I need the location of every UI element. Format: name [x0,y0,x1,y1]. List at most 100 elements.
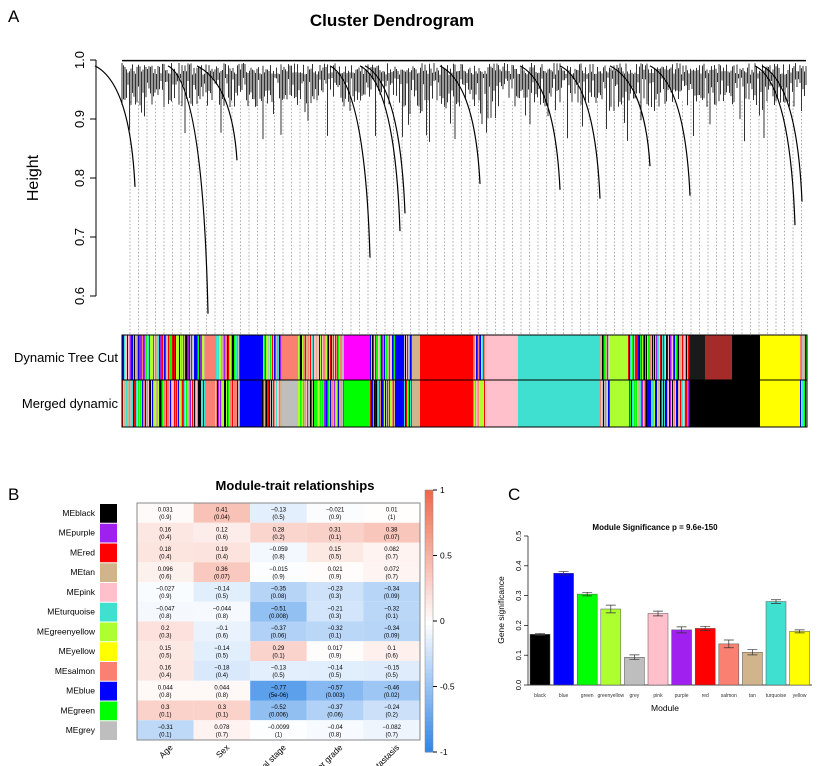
color-band-segment [302,380,304,427]
color-band-segment [485,380,518,427]
heatmap-cell [306,582,364,602]
dendrogram-branch [761,65,803,202]
heatmap-cell-pvalue: (0.4) [159,535,171,541]
y-tick-label: 0.6 [72,287,87,305]
color-band-segment [275,380,277,427]
heatmap-cell-value: −0.021 [326,508,345,514]
color-band-segment [387,335,389,380]
color-band-segment [336,380,338,427]
heatmap-cell-pvalue: (0.5) [272,515,284,521]
color-band-segment [220,380,222,427]
color-band-segment [760,380,800,427]
color-band-segment [128,335,130,380]
heatmap-cell-pvalue: (0.09) [384,634,400,640]
bar-chart: 0.0 0.1 0.2 0.3 0.4 0.5 black blue green greenyel… [514,531,812,699]
color-band-segment [411,380,413,427]
color-band-segment [301,380,303,427]
color-band-segment [377,335,379,380]
color-band-segment [218,335,220,380]
color-band-segment [205,380,215,427]
color-band-segment [658,380,660,427]
heatmap-cell-pvalue: (0.04) [214,515,230,521]
color-band-segment [660,380,662,427]
color-band-segment [388,380,390,427]
color-band-segment [331,335,333,380]
heatmap-cell-pvalue: (0.6) [386,653,398,659]
color-band-segment [139,380,141,427]
heatmap-cell-value: 0.072 [384,567,400,573]
color-band-segment [632,335,634,380]
color-band-segment [334,335,336,380]
color-band-segment [412,335,420,380]
color-band-segment [603,380,605,427]
heatmap-cell-value: −0.059 [269,547,288,553]
color-band-segment [191,380,193,427]
color-band-segment [650,380,652,427]
color-band-segment [148,380,150,427]
heatmap-cell-value: 0.16 [159,527,171,533]
colorbar-segment [425,551,433,556]
heatmap-cell-value: −0.14 [214,587,230,593]
color-band-segment [303,335,305,380]
heatmap-cell-pvalue: (0.3) [329,594,341,600]
colorbar-tick-label: 0.5 [440,551,452,561]
dendrogram-tree [94,59,807,335]
heatmap-cell-value: −0.13 [271,666,287,672]
color-band-segment [217,335,219,380]
panel-label-b: B [8,485,19,504]
color-band-segment [268,380,270,427]
color-band-segment [124,335,126,380]
dendrogram-branch [609,65,651,167]
color-band-segment [689,380,691,427]
color-band-segment [644,380,646,427]
color-band-segment [221,380,223,427]
heatmap-cell-value: −0.0099 [268,725,291,731]
color-band-segment [803,380,805,427]
color-band-segment [373,380,375,427]
color-band-segment [609,380,611,427]
color-band-segment [225,335,227,380]
color-band-segment [141,335,143,380]
heatmap-cell [137,562,194,582]
color-band-segment [174,335,176,380]
color-band-segment [478,380,480,427]
color-band-segment [182,380,184,427]
heatmap-cell-value: −0.37 [328,705,344,711]
color-band-segment [393,380,395,427]
color-band-segment [319,335,321,380]
color-band-segment [318,380,320,427]
color-band-segment [236,335,238,380]
color-band-segment [637,335,639,380]
color-band-segment [608,380,610,427]
dendrogram-branch [359,65,401,232]
color-band-segment [318,335,320,380]
heatmap-row-label: MEblue [66,686,95,696]
color-band-segment [232,380,234,427]
heatmap-cell-pvalue: (0.4) [159,555,171,561]
color-band-segment [229,335,231,380]
heatmap-cell-pvalue: (0.4) [216,555,228,561]
bar-xlabel: Module [651,703,679,713]
error-bar [676,626,687,634]
color-band-segment [239,380,241,427]
color-band-segment [315,335,317,380]
color-band-segment [153,335,155,380]
color-band-segment [605,380,607,427]
color-band-segment [608,335,610,380]
color-band-segment [165,380,167,427]
heatmap-cell-pvalue: (0.8) [159,693,171,699]
color-band-segment [637,380,639,427]
color-band-segment [231,335,233,380]
heatmap-cell-value: −0.027 [156,587,175,593]
color-band-segment [305,380,307,427]
color-band-segment [320,380,322,427]
heatmap-cell-pvalue: (0.8) [272,555,284,561]
color-band-segment [238,380,240,427]
color-band-segment [127,380,129,427]
module-color-swatch [100,523,117,543]
color-band-segment [309,380,311,427]
color-band-segment [339,380,341,427]
bar-y-tick-label: 0.0 [514,680,523,690]
color-band-segment [337,380,339,427]
color-band-segment [219,380,221,427]
